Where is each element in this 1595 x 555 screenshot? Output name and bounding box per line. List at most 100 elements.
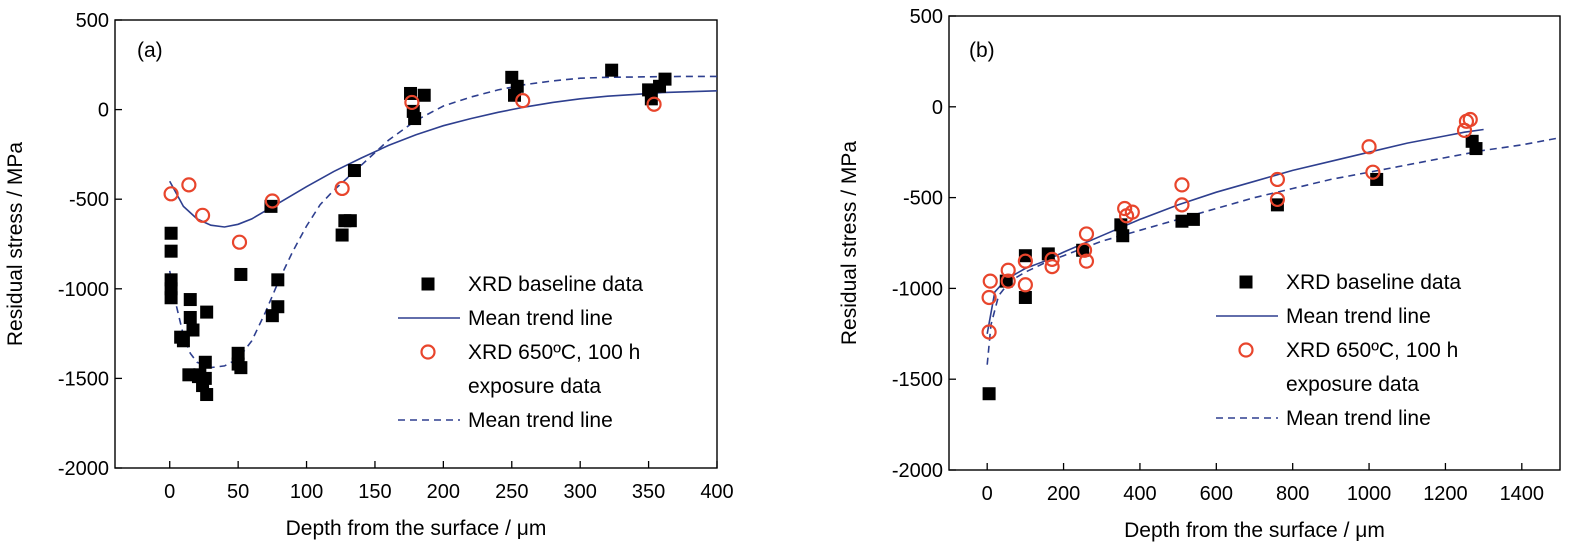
baseline-data-point [231, 346, 245, 360]
exposure-data-point [981, 289, 997, 306]
baseline-data-point [198, 371, 212, 385]
panel-label: (a) [137, 39, 163, 62]
exposure-data-point [1017, 253, 1033, 269]
legend-label: Mean trend line [1286, 305, 1431, 328]
y-tick-label: -2000 [892, 460, 943, 482]
baseline-data-point [658, 72, 672, 86]
y-tick-label: -2000 [58, 458, 109, 480]
exposure-data-point [181, 177, 197, 193]
legend-label-line2: exposure data [468, 375, 601, 398]
baseline-data-point [200, 305, 214, 319]
baseline-data-point [982, 387, 996, 401]
legend-label: Mean trend line [1286, 407, 1431, 430]
baseline-data-point [417, 88, 431, 102]
baseline-data-point [200, 388, 214, 402]
exposure-data-point [1000, 273, 1016, 289]
exposure-data-point [982, 273, 998, 289]
legend-label-line2: exposure data [1286, 373, 1419, 396]
baseline-data-point [1116, 229, 1130, 243]
x-axis-title: Depth from the surface / μm [286, 517, 547, 540]
baseline-data-point [198, 355, 212, 369]
x-tick-label: 100 [290, 481, 323, 503]
exposure-data-point [1174, 177, 1190, 193]
baseline-data-point [234, 361, 248, 375]
exposure-data-point [1076, 242, 1093, 258]
x-tick-label: 1000 [1347, 483, 1392, 505]
panel-label: (b) [969, 39, 995, 62]
x-tick-label: 0 [982, 483, 993, 505]
legend-label: XRD baseline data [468, 273, 643, 296]
legend: XRD baseline data Mean trend line XRD 650º… [1216, 271, 1461, 430]
baseline-data-point [335, 228, 349, 242]
exposure-data-point [1174, 197, 1190, 213]
exposure-data-point [1078, 253, 1095, 269]
y-tick-label: -500 [903, 188, 943, 210]
plot-frame [948, 15, 1561, 471]
x-axis-title: Depth from the surface / μm [1124, 519, 1385, 542]
baseline-data-point [164, 226, 178, 240]
x-tick-label: 150 [358, 481, 391, 503]
exposure-data-point [515, 93, 531, 109]
x-tick-label: 350 [632, 481, 665, 503]
exposure-data-point [1044, 251, 1060, 267]
y-tick-label: 0 [98, 100, 109, 122]
legend-label: XRD 650ºC, 100 h [468, 341, 640, 364]
plot-frame [114, 19, 718, 469]
legend-circle-marker [1238, 342, 1254, 358]
mean-trend-line-solid [986, 128, 1484, 334]
exposure-data-point [1017, 277, 1033, 293]
y-tick-label: 500 [76, 10, 109, 32]
exposure-data-point [1000, 262, 1016, 278]
x-tick-label: 0 [164, 481, 175, 503]
baseline-data-point [183, 293, 197, 307]
x-tick-label: 250 [495, 481, 528, 503]
chart-panel-a: 0 50 100 150 200 250 300 350 400 -2000 -1500 -1000 -… [4, 10, 734, 540]
y-tick-label: 0 [932, 97, 943, 119]
baseline-data-point [1370, 172, 1384, 186]
exposure-data-point [1365, 164, 1381, 180]
exposure-data-point [1124, 204, 1140, 220]
x-tick-label: 200 [427, 481, 460, 503]
x-tick-label: 800 [1276, 483, 1309, 505]
baseline-data-point [1175, 214, 1189, 228]
x-tick-label: 600 [1200, 483, 1233, 505]
legend: XRD baseline data Mean trend line XRD 650º… [398, 273, 643, 432]
legend-circle-marker [420, 344, 436, 360]
exposure-data-point [404, 94, 420, 111]
legend-label: XRD baseline data [1286, 271, 1461, 294]
y-tick-label: -1000 [892, 278, 943, 300]
exposure-data-point [264, 193, 280, 209]
legend-label: Mean trend line [468, 307, 613, 330]
exposure-data-point [163, 186, 179, 202]
x-tick-label: 300 [563, 481, 596, 503]
baseline-data-point [510, 79, 524, 93]
mean-trend-line-solid [168, 90, 717, 228]
y-axis-title: Residual stress / MPa [838, 141, 861, 346]
x-tick-label: 200 [1047, 483, 1080, 505]
x-tick-label: 50 [227, 481, 249, 503]
legend-square-marker [421, 277, 435, 291]
baseline-data-point [271, 300, 285, 314]
exposure-data-point [1269, 171, 1286, 188]
legend-label: XRD 650ºC, 100 h [1286, 339, 1458, 362]
baseline-data-point [1469, 142, 1483, 156]
mean-trend-line-dashed [168, 75, 717, 369]
exposure-data-point [194, 207, 211, 223]
baseline-data-point [271, 273, 285, 287]
y-axis-title: Residual stress / MPa [4, 142, 27, 347]
y-tick-label: 500 [910, 6, 943, 28]
baseline-data-point [343, 214, 357, 228]
exposure-data-point [1117, 200, 1133, 217]
x-tick-label: 1400 [1500, 483, 1545, 505]
baseline-data-point [183, 310, 197, 324]
x-tick-label: 400 [700, 481, 733, 503]
x-tick-label: 400 [1123, 483, 1156, 505]
baseline-data-point [164, 244, 178, 258]
y-tick-label: -1000 [58, 279, 109, 301]
baseline-data-point [164, 291, 178, 305]
chart-panel-b: 0 200 400 600 800 1000 1200 1400 -2000 -1500 -1000… [838, 6, 1561, 542]
exposure-data-point [334, 180, 350, 197]
baseline-data-point [347, 164, 361, 178]
exposure-data-point [1078, 226, 1095, 242]
